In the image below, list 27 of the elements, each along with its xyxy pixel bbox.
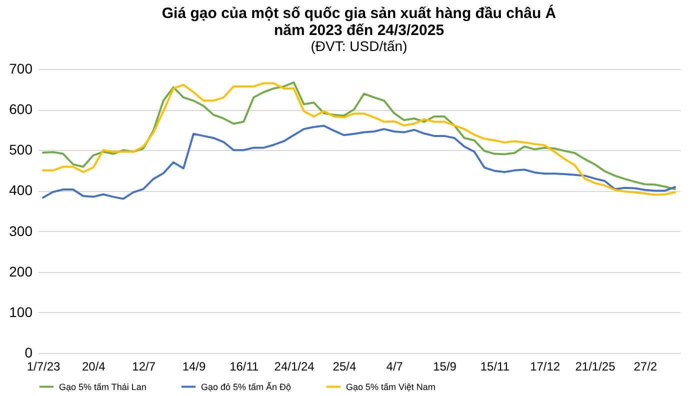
y-tick-label: 100: [9, 304, 33, 320]
chart-subtitle: (ĐVT: USD/tấn): [310, 38, 408, 54]
y-tick-label: 600: [9, 101, 33, 118]
y-tick-label: 500: [9, 142, 33, 158]
y-tick-label: 300: [9, 222, 33, 239]
x-tick-label: 14/9: [182, 360, 206, 374]
y-tick-label: 0: [24, 344, 33, 360]
x-tick-label: 15/9: [433, 360, 457, 374]
legend-label: Gạo đỏ 5% tấm Ấn Độ: [201, 380, 292, 392]
x-tick-label: 1/7/23: [26, 360, 61, 374]
x-tick-label: 20/4: [82, 360, 106, 374]
x-tick-label: 21/1/25: [575, 360, 616, 374]
chart-title: Giá gạo của một số quốc gia sản xuất hàng đầu châu Á năm 2023 đến 24/3/2025: [162, 4, 556, 39]
x-tick-label: 16/11: [230, 360, 260, 374]
y-tick-label: 200: [9, 263, 33, 280]
y-tick-label: 700: [9, 60, 33, 76]
line-series: [42, 124, 676, 200]
legend-label: Gạo 5% tấm Thái Lan: [59, 382, 146, 392]
x-tick-label: 15/11: [480, 360, 510, 374]
legend-label: Gạo 5% tấm Việt Nam: [346, 382, 436, 392]
x-tick-label: 4/7: [386, 360, 404, 374]
x-tick-label: 27/2: [634, 360, 658, 374]
y-tick-label: 400: [9, 182, 33, 198]
x-tick-label: 24/1/24: [274, 360, 315, 374]
x-tick-label: 12/7: [132, 360, 156, 374]
x-tick-label: 17/12: [530, 360, 560, 374]
x-tick-label: 25/4: [332, 360, 356, 374]
